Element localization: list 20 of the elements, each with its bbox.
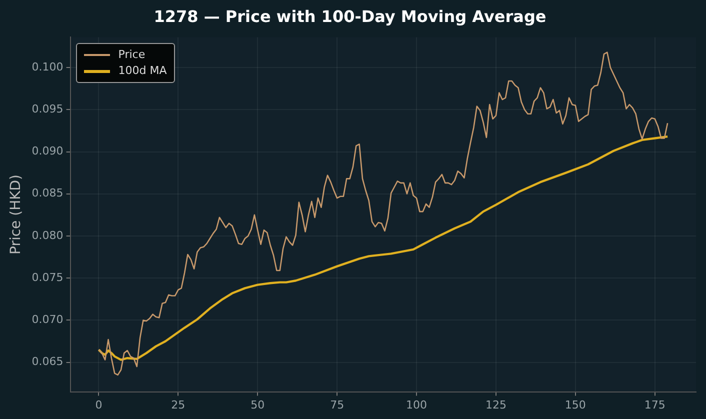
y-tick-label: 0.080 bbox=[32, 228, 64, 242]
x-tick-label: 175 bbox=[644, 398, 666, 412]
x-tick-label: 125 bbox=[485, 398, 506, 412]
y-axis-title: Price (HKD) bbox=[8, 174, 24, 255]
y-tick-label: 0.095 bbox=[32, 102, 64, 116]
x-tick-label: 0 bbox=[95, 398, 102, 412]
y-tick-label: 0.085 bbox=[32, 186, 64, 200]
legend-label: Price bbox=[118, 47, 146, 64]
legend-label: 100d MA bbox=[118, 63, 167, 80]
x-tick-label: 75 bbox=[330, 398, 344, 412]
x-tick-label: 150 bbox=[564, 398, 586, 412]
chart-title: 1278 — Price with 100-Day Moving Average bbox=[154, 6, 546, 26]
x-tick-label: 50 bbox=[250, 398, 265, 412]
y-tick-label: 0.070 bbox=[32, 313, 64, 326]
y-tick-label: 0.090 bbox=[32, 144, 64, 158]
x-tick-label: 100 bbox=[406, 398, 428, 412]
y-tick-label: 0.065 bbox=[32, 355, 64, 368]
x-tick-label: 25 bbox=[171, 398, 186, 412]
y-tick-label: 0.100 bbox=[32, 60, 64, 74]
y-tick-label: 0.075 bbox=[32, 270, 64, 284]
